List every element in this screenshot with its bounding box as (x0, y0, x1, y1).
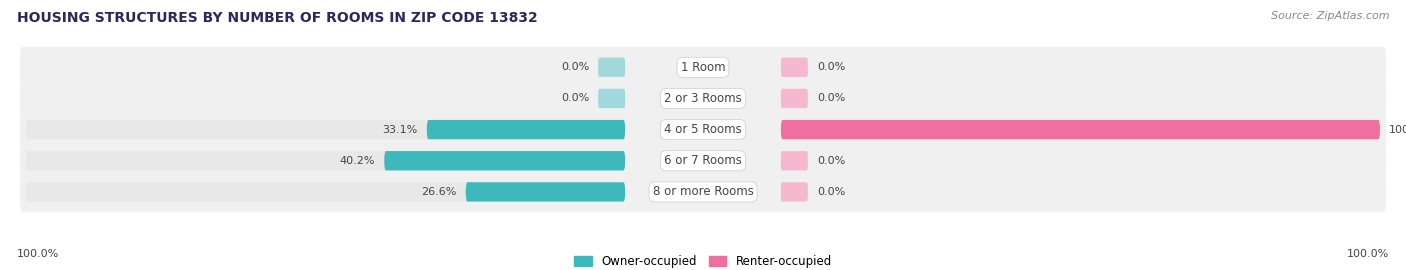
Text: 26.6%: 26.6% (422, 187, 457, 197)
FancyBboxPatch shape (427, 120, 626, 139)
FancyBboxPatch shape (780, 120, 1379, 139)
FancyBboxPatch shape (598, 89, 626, 108)
Text: 0.0%: 0.0% (817, 93, 845, 103)
FancyBboxPatch shape (598, 58, 626, 77)
Text: 0.0%: 0.0% (817, 156, 845, 166)
FancyBboxPatch shape (20, 109, 1386, 150)
Text: 100.0%: 100.0% (1347, 249, 1389, 259)
Text: 100.0%: 100.0% (1389, 124, 1406, 135)
FancyBboxPatch shape (20, 140, 1386, 181)
FancyBboxPatch shape (20, 78, 1386, 119)
Text: 100.0%: 100.0% (17, 249, 59, 259)
Text: 1 Room: 1 Room (681, 61, 725, 74)
FancyBboxPatch shape (780, 58, 808, 77)
Text: 0.0%: 0.0% (561, 93, 589, 103)
FancyBboxPatch shape (384, 151, 626, 170)
Text: 33.1%: 33.1% (382, 124, 418, 135)
FancyBboxPatch shape (780, 151, 808, 170)
FancyBboxPatch shape (27, 151, 626, 170)
Text: 8 or more Rooms: 8 or more Rooms (652, 185, 754, 198)
FancyBboxPatch shape (465, 182, 626, 202)
Text: 0.0%: 0.0% (561, 62, 589, 72)
FancyBboxPatch shape (20, 172, 1386, 212)
Text: 0.0%: 0.0% (817, 187, 845, 197)
Text: Source: ZipAtlas.com: Source: ZipAtlas.com (1271, 11, 1389, 21)
FancyBboxPatch shape (27, 120, 626, 139)
FancyBboxPatch shape (27, 182, 626, 202)
Text: 0.0%: 0.0% (817, 62, 845, 72)
Text: 2 or 3 Rooms: 2 or 3 Rooms (664, 92, 742, 105)
FancyBboxPatch shape (20, 47, 1386, 87)
Text: 6 or 7 Rooms: 6 or 7 Rooms (664, 154, 742, 167)
Text: 4 or 5 Rooms: 4 or 5 Rooms (664, 123, 742, 136)
Text: HOUSING STRUCTURES BY NUMBER OF ROOMS IN ZIP CODE 13832: HOUSING STRUCTURES BY NUMBER OF ROOMS IN… (17, 11, 537, 25)
FancyBboxPatch shape (780, 182, 808, 202)
FancyBboxPatch shape (780, 89, 808, 108)
FancyBboxPatch shape (780, 120, 1379, 139)
Text: 40.2%: 40.2% (340, 156, 375, 166)
Legend: Owner-occupied, Renter-occupied: Owner-occupied, Renter-occupied (569, 250, 837, 270)
